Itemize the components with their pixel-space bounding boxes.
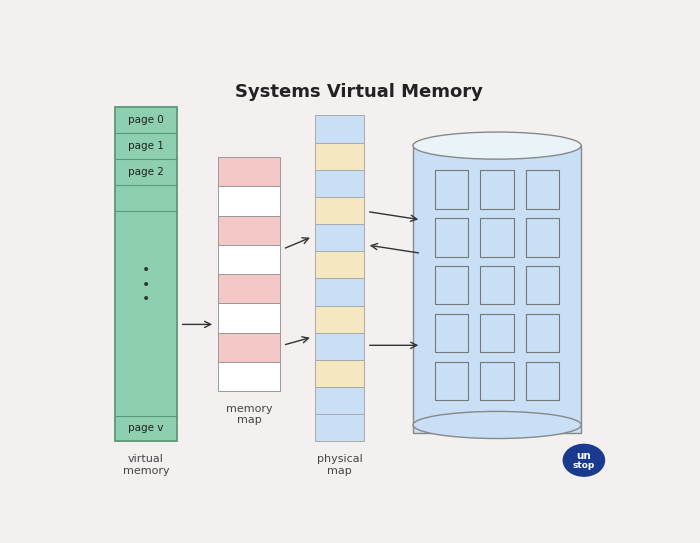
Text: page 1: page 1 — [128, 141, 164, 151]
Text: •: • — [141, 277, 150, 292]
Ellipse shape — [413, 132, 581, 159]
Bar — [315, 306, 364, 333]
Bar — [526, 218, 559, 257]
Text: page 2: page 2 — [128, 167, 164, 177]
Bar — [315, 387, 364, 414]
Bar — [218, 157, 280, 186]
Text: page v: page v — [128, 424, 164, 433]
Bar — [218, 333, 280, 362]
Bar — [315, 197, 364, 224]
Bar — [480, 362, 514, 400]
Bar — [315, 414, 364, 441]
Bar — [435, 218, 468, 257]
Bar — [218, 362, 280, 392]
Text: memory
map: memory map — [225, 404, 272, 425]
Bar — [413, 146, 581, 433]
Bar — [218, 304, 280, 333]
Bar — [218, 245, 280, 274]
Text: •: • — [141, 263, 150, 277]
Bar — [315, 251, 364, 279]
Bar — [435, 266, 468, 305]
Bar — [315, 333, 364, 360]
Bar — [315, 169, 364, 197]
Text: physical
map: physical map — [317, 454, 363, 476]
Bar — [218, 186, 280, 216]
Bar — [526, 362, 559, 400]
Bar — [526, 314, 559, 352]
Bar — [315, 142, 364, 169]
Ellipse shape — [413, 412, 581, 439]
Bar — [526, 170, 559, 209]
Circle shape — [564, 444, 605, 476]
Bar — [526, 266, 559, 305]
Bar — [315, 360, 364, 387]
Bar — [435, 314, 468, 352]
Bar — [315, 224, 364, 251]
Text: •: • — [141, 292, 150, 306]
Bar — [435, 362, 468, 400]
Text: Systems Virtual Memory: Systems Virtual Memory — [234, 83, 483, 102]
Bar — [115, 107, 177, 441]
Bar — [315, 279, 364, 306]
Text: page 0: page 0 — [128, 115, 164, 125]
Text: stop: stop — [573, 461, 595, 470]
Bar — [480, 218, 514, 257]
Bar — [315, 115, 364, 142]
Bar — [218, 274, 280, 304]
Text: virtual
memory: virtual memory — [122, 454, 169, 476]
Bar — [480, 170, 514, 209]
Bar — [218, 216, 280, 245]
Bar — [480, 314, 514, 352]
Bar — [435, 170, 468, 209]
Bar — [480, 266, 514, 305]
Text: un: un — [577, 451, 592, 461]
